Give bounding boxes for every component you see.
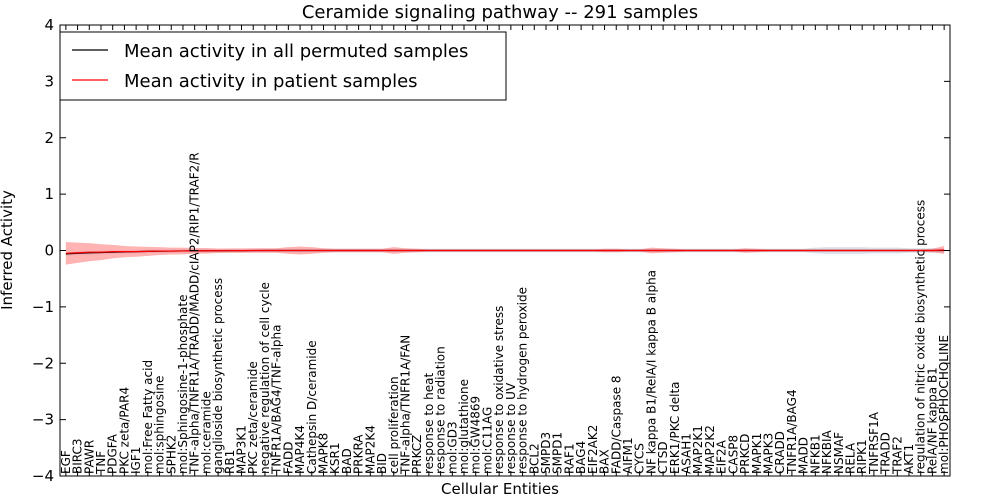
x-tick-label: TNFR1A/BAG4 [785, 389, 799, 475]
x-tick-label: CRADD [773, 431, 787, 474]
x-tick-label: regulation of nitric oxide biosynthetic … [914, 200, 928, 474]
x-tick-label: NFKB1 [808, 434, 822, 474]
x-tick-label: FADD/Caspase 8 [609, 375, 623, 474]
x-tick-label: MAPK1 [750, 433, 764, 474]
x-tick-label: response to heat [422, 372, 436, 474]
x-tick-label: SMPD3 [539, 432, 553, 474]
x-tick-label: BAG4 [574, 441, 588, 474]
y-axis-label: Inferred Activity [0, 190, 16, 310]
x-tick-label: mol:PHOSPHOCHOLINE [937, 335, 951, 474]
legend: Mean activity in all permuted samples Me… [59, 31, 507, 101]
x-tick-label: CYCS [633, 443, 647, 474]
x-tick-label: TNF-alpha/TNFR1A/FAN [398, 335, 412, 475]
y-tick-label: 2 [44, 129, 54, 147]
x-tick-label: mol:GD3 [445, 421, 459, 474]
x-tick-label: NF kappa B1/RelA/I kappa B alpha [644, 270, 658, 474]
x-tick-label: MAP2K1 [691, 425, 705, 474]
x-tick-label: mol:Sphingosine-1-phosphate [176, 295, 190, 475]
x-tick-label: CASP8 [726, 435, 740, 474]
y-tick-label: −2 [32, 354, 54, 372]
x-tick-label: TNFRSF1A [867, 411, 881, 475]
legend-box [59, 31, 507, 101]
x-tick-label: PRKCD [738, 434, 752, 474]
x-tick-label: TRAF2 [890, 436, 904, 475]
chart-title: Ceramide signaling pathway -- 291 sample… [302, 2, 698, 23]
x-tick-label: TNF [94, 451, 108, 475]
x-tick-label: RIPK1 [855, 439, 869, 474]
x-tick-label: PKC zeta/PAR4 [117, 387, 131, 474]
y-tick-label: −1 [32, 298, 54, 316]
x-tick-label: mol:sphingosine [153, 376, 167, 474]
y-axis-ticks: −4 −3 −2 −1 0 1 2 3 4 [32, 16, 950, 485]
legend-entry-patient: Mean activity in patient samples [124, 71, 418, 92]
x-tick-label: AKT1 [902, 444, 916, 474]
x-tick-label: RelA/NF kappa B1 [925, 367, 939, 474]
x-tick-label: PRKRA [352, 434, 366, 474]
x-tick-label: NFKBIA [820, 429, 834, 474]
x-tick-label: MAP4K4 [293, 425, 307, 474]
x-tick-label: ganglioside biosynthetic process [211, 278, 225, 474]
x-tick-label: TNFR1A/BAG4/TNF-alpha [270, 325, 284, 475]
x-tick-label: AIFM1 [621, 437, 635, 474]
x-tick-label: MAP2K2 [703, 425, 717, 474]
series-line-1 [65, 249, 945, 254]
x-tick-label: CTSD [656, 441, 670, 474]
x-axis-label: Cellular Entities [441, 480, 559, 498]
x-tick-label: EIF2AK2 [586, 425, 600, 474]
x-tick-label: response to UV [504, 382, 518, 474]
x-tick-label: EGF [59, 450, 73, 474]
x-tick-label: MADD [797, 437, 811, 474]
x-tick-label: MAP3K1 [235, 425, 249, 474]
x-tick-label: PRKCZ [410, 435, 424, 474]
x-tick-label: PDGFA [106, 433, 120, 474]
x-tick-label: PKC zeta/ceramide [246, 361, 260, 474]
x-tick-label: ASAH1 [680, 433, 694, 474]
x-tick-label: MAPK8 [316, 433, 330, 474]
x-tick-label: cell proliferation [387, 376, 401, 474]
x-tick-label: Cathepsin D/ceramide [305, 340, 319, 474]
x-tick-label: BAX [598, 449, 612, 474]
x-tick-label: BIRC3 [71, 438, 85, 474]
x-tick-label: MAP2K4 [363, 425, 377, 474]
x-tick-label: FADD [281, 442, 295, 475]
x-tick-label: TNF-alpha/TNFR1A/TRADD/MADD/cIAP2/RIP1/T… [188, 152, 202, 475]
y-tick-label: 1 [44, 185, 54, 203]
y-tick-label: −4 [32, 467, 54, 485]
x-tick-label: RB1 [223, 450, 237, 474]
series-lines [65, 249, 945, 255]
x-tick-label: BCL2 [527, 443, 541, 474]
series-band-1 [65, 242, 945, 265]
x-tick-label: mol:ceramide [199, 391, 213, 474]
x-tick-label: IGF1 [129, 447, 143, 474]
x-tick-label: RELA [843, 442, 857, 474]
y-tick-label: 0 [44, 242, 54, 260]
x-tick-label: mol:C11AG [480, 407, 494, 474]
legend-entry-permuted: Mean activity in all permuted samples [124, 41, 468, 62]
x-tick-label: BID [375, 453, 389, 474]
x-tick-label: KSR1 [328, 443, 342, 474]
x-tick-label: PAWR [82, 440, 96, 474]
x-tick-label: ERK1/PKC delta [668, 381, 682, 474]
x-tick-label: NSMAF [832, 432, 846, 474]
x-tick-label: MAPK3 [761, 433, 775, 474]
y-tick-label: −3 [32, 411, 54, 429]
x-tick-label: BAD [340, 448, 354, 474]
x-tick-label: mol:glutathione [457, 379, 471, 474]
x-tick-label: SPHK2 [164, 435, 178, 474]
x-tick-label: response to oxidative stress [492, 306, 506, 474]
x-tick-label: mol:Free Fatty acid [141, 360, 155, 474]
x-tick-label: TRADD [879, 432, 893, 475]
y-tick-label: 4 [44, 16, 54, 34]
x-tick-label: EIF2A [715, 439, 729, 474]
x-tick-label: RAF1 [562, 443, 576, 474]
x-tick-label: negative regulation of cell cycle [258, 282, 272, 474]
y-tick-label: 3 [44, 72, 54, 90]
x-tick-label: mol:GW4869 [469, 396, 483, 474]
confidence-bands [65, 242, 945, 265]
x-tick-label: response to hydrogen peroxide [516, 287, 530, 474]
x-tick-label: response to radiation [434, 346, 448, 474]
x-tick-label: SMPD1 [551, 432, 565, 474]
